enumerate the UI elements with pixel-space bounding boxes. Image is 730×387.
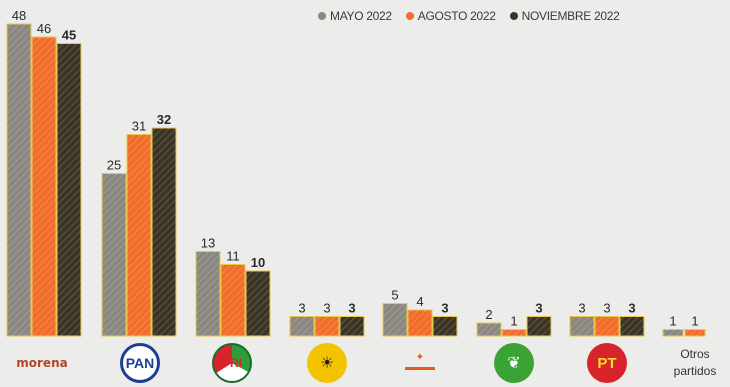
pri-logo: PRI — [202, 340, 262, 386]
legend-label-mayo: MAYO 2022 — [330, 9, 392, 23]
value-label: 3 — [348, 301, 355, 316]
value-label: 31 — [132, 119, 146, 134]
bar-hatch-overlay — [7, 24, 31, 336]
bar-hatch-overlay — [685, 329, 705, 336]
value-label: 11 — [226, 249, 240, 264]
legend-swatch-mayo — [318, 12, 326, 20]
value-label: 1 — [691, 314, 698, 329]
pan-logo: PAN — [110, 340, 170, 386]
bar-hatch-overlay — [527, 316, 551, 336]
mc-eagle-logo: ✦ ▬▬▬ — [390, 340, 450, 386]
bars-group — [6, 23, 706, 337]
bar-hatch-overlay — [57, 43, 81, 336]
value-label: 3 — [535, 301, 542, 316]
value-label: 25 — [107, 158, 121, 173]
party-logos: morena PAN PRI ☀ ✦ ▬▬▬ ❦ PT Otros partido… — [0, 340, 730, 387]
legend-item-mayo: MAYO 2022 — [318, 9, 392, 23]
legend-swatch-noviembre — [509, 12, 518, 20]
pt-label: PT — [587, 343, 627, 383]
value-label: 3 — [578, 301, 585, 316]
bar-hatch-overlay — [433, 316, 457, 336]
value-label: 10 — [251, 255, 265, 270]
otros-line1: Otros — [680, 347, 710, 361]
legend-item-agosto: AGOSTO 2022 — [405, 9, 496, 23]
legend-item-noviembre: NOVIEMBRE 2022 — [509, 9, 620, 23]
value-label: 3 — [628, 301, 635, 316]
value-label: 1 — [510, 314, 517, 329]
bar-hatch-overlay — [663, 329, 683, 336]
otros-logo: Otros partidos — [660, 340, 730, 386]
bar-hatch-overlay — [127, 134, 151, 336]
value-label: 2 — [485, 307, 492, 322]
value-label: 13 — [201, 236, 215, 251]
mc-eagle-icon: ✦ ▬▬▬ — [405, 352, 435, 373]
pan-label: PAN — [120, 343, 160, 383]
value-label: 3 — [323, 301, 330, 316]
value-label: 46 — [37, 21, 51, 36]
value-label: 4 — [416, 294, 423, 309]
legend-label-noviembre: NOVIEMBRE 2022 — [521, 9, 620, 23]
bar-hatch-overlay — [340, 316, 364, 336]
otros-label: Otros partidos — [674, 346, 717, 380]
morena-logo: morena — [12, 340, 72, 386]
bar-hatch-overlay — [221, 264, 245, 336]
bar-hatch-overlay — [502, 329, 526, 336]
prd-sun-icon: ☀ — [307, 343, 347, 383]
value-label: 3 — [441, 301, 448, 316]
bar-hatch-overlay — [32, 37, 56, 336]
value-label: 48 — [12, 8, 26, 23]
otros-line2: partidos — [673, 364, 717, 378]
bar-hatch-overlay — [408, 310, 432, 336]
legend-label-agosto: AGOSTO 2022 — [417, 9, 496, 23]
bar-hatch-overlay — [570, 316, 594, 336]
value-label: 3 — [603, 301, 610, 316]
legend-swatch-agosto — [405, 12, 414, 20]
value-label: 45 — [62, 28, 76, 43]
pri-label: PRI — [212, 343, 252, 383]
prd-sun-logo: ☀ — [297, 340, 357, 386]
bar-hatch-overlay — [196, 251, 220, 336]
bar-hatch-overlay — [383, 303, 407, 336]
morena-label: morena — [16, 356, 68, 370]
bar-hatch-overlay — [246, 271, 270, 336]
value-label: 1 — [669, 314, 676, 329]
bar-hatch-overlay — [595, 316, 619, 336]
bar-hatch-overlay — [620, 316, 644, 336]
bar-hatch-overlay — [102, 173, 126, 336]
bar-hatch-overlay — [477, 323, 501, 336]
bar-hatch-overlay — [152, 128, 176, 336]
value-label: 3 — [298, 301, 305, 316]
value-label: 5 — [391, 288, 398, 303]
bar-hatch-overlay — [315, 316, 339, 336]
bar-hatch-overlay — [290, 316, 314, 336]
pt-star-logo: PT — [577, 340, 637, 386]
pvem-toucan-icon: ❦ — [494, 343, 534, 383]
pvem-toucan-logo: ❦ — [484, 340, 544, 386]
legend: MAYO 2022 AGOSTO 2022 NOVIEMBRE 2022 — [318, 9, 620, 23]
value-label: 32 — [157, 112, 171, 127]
